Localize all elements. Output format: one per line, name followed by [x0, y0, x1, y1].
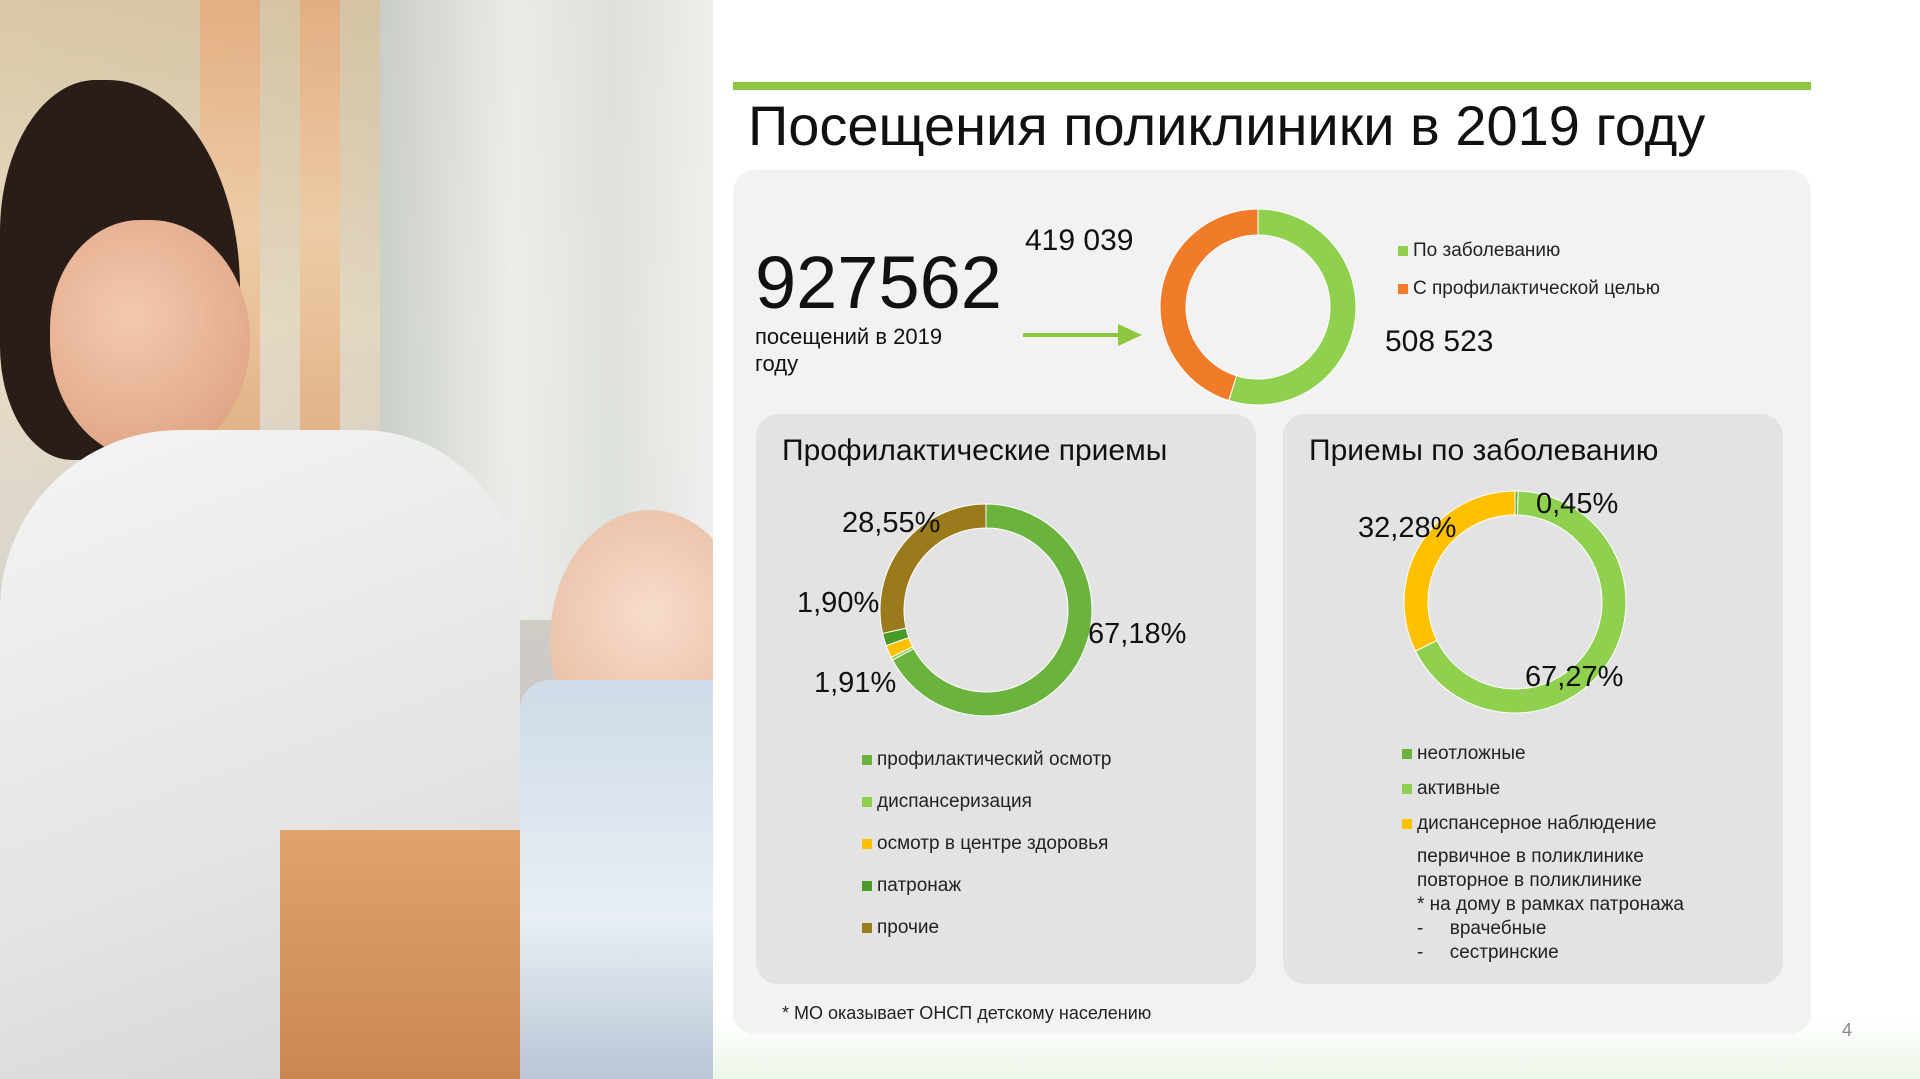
preventive-legend: профилактический осмотр диспансеризация ос…	[862, 739, 1112, 949]
arrow-right-icon	[1023, 324, 1142, 346]
legend-item-visits-1: С профилактической целью	[1398, 270, 1660, 308]
legend-label: осмотр в центре здоровья	[877, 833, 1109, 854]
donut-slice-visits-0	[1228, 208, 1357, 406]
data-label-neotlozhnye: 0,45%	[1536, 488, 1619, 520]
legend-item-disease-0: неотложные	[1402, 736, 1656, 771]
legend-item-preventive-4: прочие	[862, 907, 1112, 949]
legend-item-preventive-0: профилактический осмотр	[862, 739, 1112, 781]
total-visits-caption: посещений в 2019 году	[755, 324, 943, 376]
legend-item-visits-0: По заболеванию	[1398, 232, 1660, 270]
title-accent-bar	[733, 82, 1811, 90]
donut-slice-disease-1	[1414, 490, 1627, 714]
donut-slice-disease-2	[1403, 490, 1516, 652]
donut-slice-preventive-4	[879, 503, 987, 635]
data-label-prof-osmotr: 67,18%	[1088, 618, 1187, 650]
note-line-3: - врачебные	[1417, 918, 1547, 939]
total-visits-value: 927562	[755, 241, 1002, 324]
legend-swatch	[862, 923, 872, 933]
disease-notes: первичное в поликлинике повторное в полик…	[1417, 845, 1684, 965]
legend-item-disease-1: активные	[1402, 771, 1656, 806]
preventive-donut-chart	[879, 503, 1093, 717]
page-title: Посещения поликлиники в 2019 году	[748, 94, 1706, 157]
legend-swatch	[1402, 748, 1412, 759]
disease-donut-chart	[1403, 490, 1627, 714]
legend-swatch	[1398, 246, 1408, 256]
doctor-photo	[0, 0, 713, 1079]
disease-legend: неотложные активные диспансерное наблюдени…	[1402, 736, 1656, 841]
legend-item-preventive-3: патронаж	[862, 865, 1112, 907]
disease-title: Приемы по заболеванию	[1309, 434, 1659, 467]
visits-donut-chart	[1159, 208, 1357, 406]
legend-label: диспансеризация	[877, 791, 1032, 812]
note-line-2: * на дому в рамках патронажа	[1417, 894, 1684, 915]
note-line-1: повторное в поликлинике	[1417, 870, 1642, 891]
legend-label: профилактический осмотр	[877, 749, 1112, 770]
donut-slice-preventive-0	[891, 503, 1093, 717]
legend-swatch	[1398, 284, 1408, 294]
legend-label: активные	[1417, 777, 1501, 799]
data-label-dispensary: 32,28%	[1358, 512, 1457, 544]
data-label-patronazh: 1,90%	[797, 587, 880, 619]
page-number: 4	[1842, 1020, 1853, 1040]
legend-label: патронаж	[877, 875, 962, 896]
legend-label: прочие	[877, 917, 940, 938]
legend-item-preventive-1: диспансеризация	[862, 781, 1112, 823]
legend-label: диспансерное наблюдение	[1417, 812, 1657, 834]
data-label-prophylactic-total: 419 039	[1025, 224, 1134, 257]
legend-label: С профилактической целью	[1413, 278, 1660, 299]
note-line-4: - сестринские	[1417, 942, 1559, 963]
note-line-0: первичное в поликлинике	[1417, 846, 1644, 867]
data-label-health-center: 1,91%	[814, 667, 897, 699]
footnote: * МО оказывает ОНСП детскому населению	[782, 1003, 1152, 1023]
donut-slice-visits-1	[1159, 208, 1259, 402]
legend-item-preventive-2: осмотр в центре здоровья	[862, 823, 1112, 865]
legend-swatch	[862, 755, 872, 765]
legend-swatch	[862, 797, 872, 807]
legend-swatch	[1402, 783, 1412, 794]
legend-label: По заболеванию	[1413, 240, 1561, 261]
data-label-prochie: 28,55%	[842, 507, 941, 539]
legend-swatch	[1402, 818, 1412, 829]
data-label-disease-total: 508 523	[1385, 325, 1494, 358]
preventive-title: Профилактические приемы	[782, 434, 1168, 467]
legend-item-disease-2: диспансерное наблюдение	[1402, 806, 1656, 841]
visits-legend: По заболеванию С профилактической целью	[1398, 232, 1660, 308]
legend-label: неотложные	[1417, 742, 1526, 764]
legend-swatch	[862, 839, 872, 849]
legend-swatch	[862, 881, 872, 891]
data-label-active: 67,27%	[1525, 661, 1624, 693]
